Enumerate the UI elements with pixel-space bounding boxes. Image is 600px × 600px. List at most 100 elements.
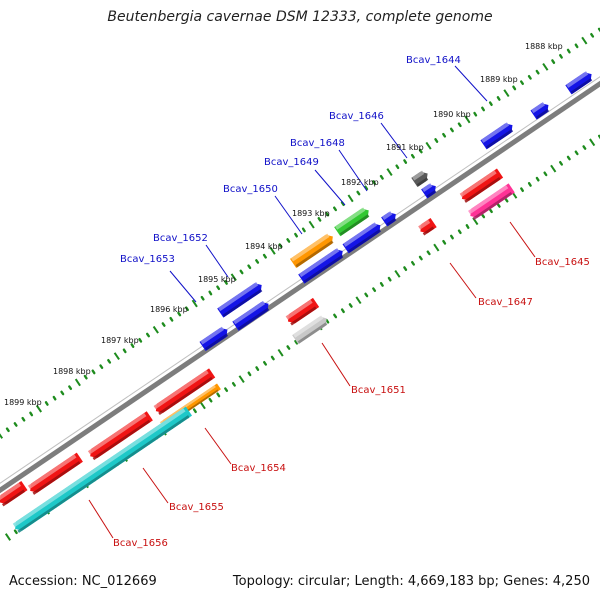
outer-scale-tick [208, 290, 213, 296]
inner-scale-tick [457, 229, 462, 235]
reverse-gene-label: Bcav_1651 [351, 385, 406, 396]
forward-gene-label: Bcav_1652 [153, 233, 208, 244]
outer-scale-tick [317, 216, 322, 222]
gene-shadow [422, 226, 435, 236]
gene-feature [153, 368, 216, 416]
gene-shadow [426, 190, 437, 198]
gene-shadow [17, 415, 190, 533]
outer-scale-tick [581, 36, 588, 45]
outer-scale-tick [464, 115, 471, 124]
gene-feature [298, 248, 344, 284]
gene-highlight [87, 412, 147, 455]
gene-feature [381, 211, 397, 227]
outer-scale-tick [177, 311, 182, 317]
leader-line [142, 467, 169, 504]
map-title: Beutenbergia cavernae DSM 12333, complet… [107, 9, 493, 25]
gene-shadow [416, 177, 429, 187]
inner-scale-tick [192, 408, 197, 414]
scale-label: 1898 kbp [53, 367, 91, 376]
outer-scale-tick [386, 168, 393, 176]
outer-scale-tick [434, 138, 439, 143]
outer-scale-tick [113, 352, 120, 360]
gene-feature [421, 183, 437, 199]
gene-shadow [535, 108, 550, 120]
inner-scale-tick [527, 181, 532, 187]
inner-scale-tick [504, 197, 509, 203]
outer-scale-tick [457, 122, 462, 128]
inner-scale-tick [216, 392, 221, 398]
outer-scale-tick [286, 238, 291, 243]
outer-scale-tick [410, 153, 415, 159]
gene-feature [199, 326, 229, 351]
gene-highlight [299, 248, 340, 278]
inner-scale-tick [394, 270, 401, 278]
outer-scale-tick [52, 395, 57, 401]
inner-scale-tick [333, 313, 338, 319]
gene-shadow [222, 288, 263, 318]
inner-scale-tick [364, 292, 369, 298]
outer-scale-tick [356, 190, 361, 196]
gene-shadow [297, 322, 328, 344]
gene-highlight [418, 219, 431, 230]
gene-feature [217, 282, 263, 318]
gene-highlight [233, 300, 266, 325]
inner-scale-tick [543, 171, 548, 177]
gene-highlight [293, 315, 324, 338]
outer-scale-tick [35, 404, 43, 413]
forward-gene-label: Bcav_1646 [329, 111, 384, 122]
gene-feature [411, 170, 429, 188]
outer-scale-tick [5, 427, 10, 433]
gene-feature [27, 452, 83, 495]
genome-backbone [0, 76, 600, 494]
gene-body [199, 327, 228, 351]
gene-feature [334, 207, 370, 237]
scale-label: 1896 kbp [150, 305, 188, 314]
accession-text: Accession: NC_012669 [9, 574, 157, 589]
inner-scale-tick [255, 366, 260, 371]
outer-scale-ticks [0, 27, 600, 439]
outer-scale-tick [161, 322, 166, 327]
outer-scale-tick [294, 232, 298, 238]
inner-scale-tick [270, 355, 275, 361]
inner-scale-tick [263, 361, 267, 366]
leader-line [449, 262, 477, 299]
inner-scale-tick [325, 318, 330, 324]
inner-scale-tick [379, 282, 384, 287]
forward-gene-label: Bcav_1649 [264, 157, 319, 168]
outer-scale-tick [442, 132, 447, 138]
outer-scale-tick [340, 201, 345, 207]
outer-scale-tick [325, 211, 330, 217]
inner-scale-tick [294, 339, 299, 345]
gene-feature [418, 217, 437, 236]
inner-scale-tick [566, 155, 571, 161]
gene-body [15, 406, 193, 531]
gene-shadow [464, 177, 501, 203]
outer-scale-tick [91, 369, 96, 375]
gene-body [461, 168, 504, 201]
inner-scale-tick [277, 348, 284, 357]
inner-scale-tick [574, 150, 579, 156]
outer-scale-tick [559, 54, 563, 59]
outer-scale-tick [333, 206, 337, 212]
gene-feature [468, 183, 515, 221]
gene-shadow [347, 229, 381, 253]
outer-scale-tick [308, 220, 315, 229]
inner-scale-tick [247, 371, 252, 377]
inner-scale-tick [426, 250, 431, 256]
gene-feature [232, 300, 270, 331]
inner-scale-tick [199, 401, 206, 410]
inner-scale-tick [496, 203, 501, 208]
gene-body [232, 302, 269, 331]
inner-scale-tick [550, 164, 557, 173]
leader-line [454, 65, 488, 102]
gene-body [530, 103, 549, 120]
gene-highlight [290, 233, 330, 262]
outer-scale-tick [191, 299, 198, 308]
outer-scale-tick [364, 185, 369, 191]
gene-feature [565, 71, 593, 95]
outer-scale-tick [481, 106, 485, 112]
gene-body [292, 316, 327, 345]
gene-highlight [481, 122, 510, 143]
gene-body [565, 72, 592, 95]
